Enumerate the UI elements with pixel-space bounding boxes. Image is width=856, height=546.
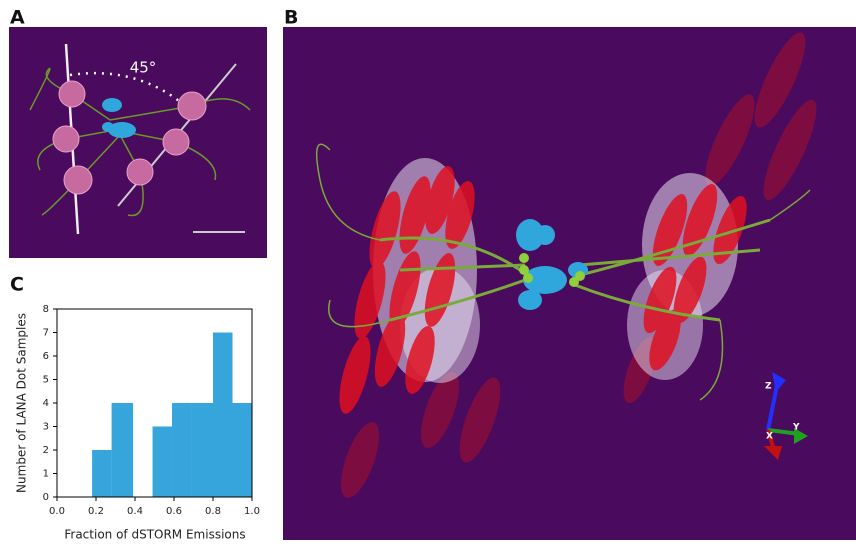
x-axis-label: Fraction of dSTORM Emissions [64, 528, 245, 542]
bar [92, 450, 112, 497]
y-tick-label: 5 [43, 375, 49, 386]
panel-b-image: Z Y X [283, 27, 856, 540]
y-tick-label: 3 [43, 422, 49, 433]
x-tick-label: 0.0 [49, 506, 65, 517]
y-tick-label: 1 [43, 469, 49, 480]
panel-a-image: 45° [9, 27, 267, 258]
x-tick-label: 0.2 [88, 506, 104, 517]
x-tick-label: 0.8 [205, 506, 221, 517]
panel-label: A [10, 7, 25, 29]
bar [172, 403, 192, 497]
x-tick-label: 0.4 [127, 506, 143, 517]
panel-label: B [284, 7, 298, 29]
axis-label: Z [765, 382, 772, 392]
y-tick-label: 0 [43, 492, 49, 503]
bar [191, 403, 213, 497]
y-axis-label: Number of LANA Dot Samples [15, 313, 29, 493]
y-tick-label: 8 [43, 304, 49, 315]
y-tick-label: 7 [43, 328, 49, 339]
bar [111, 403, 134, 497]
axis-label: Y [792, 423, 800, 433]
y-tick-label: 6 [43, 351, 49, 362]
bar [152, 426, 173, 497]
x-tick-label: 1.0 [244, 506, 260, 517]
y-tick-label: 2 [43, 445, 49, 456]
bar [213, 332, 233, 497]
y-tick-label: 4 [43, 398, 49, 409]
histogram: 0.0 0.2 0.4 0.6 0.8 1.0 0 1 2 3 4 5 6 7 8 [43, 304, 260, 517]
axis-label: X [766, 432, 773, 442]
panel-label: C [10, 274, 24, 296]
angle-label: 45° [130, 59, 157, 77]
bar [232, 403, 252, 497]
x-tick-label: 0.6 [166, 506, 182, 517]
